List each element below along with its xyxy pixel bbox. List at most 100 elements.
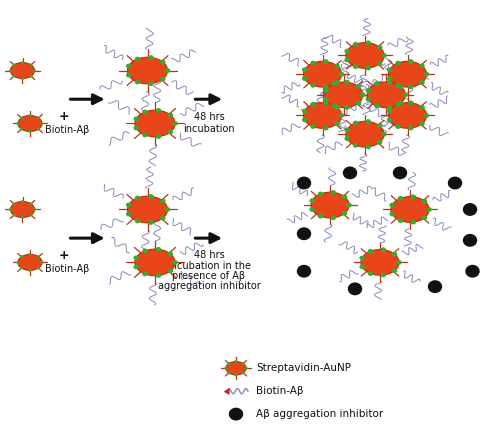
Circle shape [142,132,148,137]
Circle shape [408,59,414,64]
Circle shape [366,144,371,149]
Circle shape [348,283,362,295]
Circle shape [346,203,352,208]
Circle shape [332,104,337,108]
Circle shape [323,88,328,93]
Text: aggregation inhibitor: aggregation inhibitor [158,281,260,291]
Circle shape [353,42,358,47]
Circle shape [410,194,416,199]
Circle shape [390,211,395,216]
Circle shape [20,266,23,269]
Circle shape [16,122,20,125]
Ellipse shape [226,362,246,375]
Circle shape [242,371,245,374]
Text: incubation: incubation [183,124,235,134]
Ellipse shape [388,61,426,87]
Circle shape [344,127,350,132]
Circle shape [156,273,161,278]
Ellipse shape [10,202,34,217]
Circle shape [353,64,358,69]
Circle shape [464,235,476,246]
Circle shape [334,105,340,110]
Ellipse shape [304,103,342,128]
Circle shape [344,105,350,110]
Circle shape [33,69,36,72]
Circle shape [135,196,140,201]
Circle shape [323,84,328,89]
Circle shape [344,80,350,85]
Text: +: + [58,110,70,123]
Circle shape [377,140,382,145]
Circle shape [398,84,404,89]
Circle shape [172,121,178,126]
Circle shape [392,252,398,257]
Circle shape [30,213,32,217]
Circle shape [156,108,161,113]
Circle shape [466,265,479,277]
Circle shape [422,215,428,220]
Circle shape [323,97,328,101]
Circle shape [134,255,139,260]
Circle shape [134,126,139,131]
Circle shape [126,64,132,68]
Circle shape [334,121,340,126]
Circle shape [395,102,401,107]
Circle shape [156,134,161,139]
Circle shape [390,203,395,208]
Circle shape [227,371,230,374]
Circle shape [402,93,408,97]
Circle shape [30,64,32,67]
Circle shape [387,117,392,122]
Circle shape [9,208,12,211]
Circle shape [28,269,32,272]
Circle shape [398,196,403,201]
Circle shape [148,220,154,225]
Circle shape [12,202,16,206]
Circle shape [168,112,173,117]
Circle shape [330,215,336,220]
Circle shape [420,80,425,85]
Text: presence of Aβ: presence of Aβ [172,271,246,281]
Circle shape [126,212,132,217]
Text: incubation in the: incubation in the [168,261,250,271]
Text: Biotin-Aβ: Biotin-Aβ [46,125,90,135]
Circle shape [16,261,20,264]
Circle shape [168,269,173,273]
Ellipse shape [361,250,399,275]
Circle shape [344,49,350,53]
Circle shape [344,136,350,141]
Circle shape [230,408,242,420]
Circle shape [392,268,398,273]
Circle shape [377,45,382,50]
Circle shape [302,67,308,72]
Circle shape [342,211,347,216]
Circle shape [168,251,173,256]
Circle shape [234,373,238,376]
Circle shape [28,130,32,133]
Circle shape [310,83,316,88]
Circle shape [318,214,323,219]
Circle shape [398,218,403,223]
Circle shape [134,265,139,269]
Circle shape [408,84,414,89]
Circle shape [310,198,315,203]
Circle shape [422,199,428,204]
Circle shape [448,177,462,189]
Circle shape [366,97,371,101]
Circle shape [366,41,371,45]
Circle shape [356,84,361,89]
Circle shape [353,143,358,148]
Circle shape [344,57,350,62]
Circle shape [334,64,340,68]
Circle shape [160,198,166,203]
Circle shape [21,216,24,219]
Circle shape [12,75,16,78]
Ellipse shape [325,82,363,108]
Circle shape [310,124,316,129]
Circle shape [302,108,308,113]
Circle shape [168,130,173,135]
Circle shape [339,72,344,77]
Circle shape [30,75,32,78]
Circle shape [360,256,365,261]
Circle shape [323,59,328,64]
